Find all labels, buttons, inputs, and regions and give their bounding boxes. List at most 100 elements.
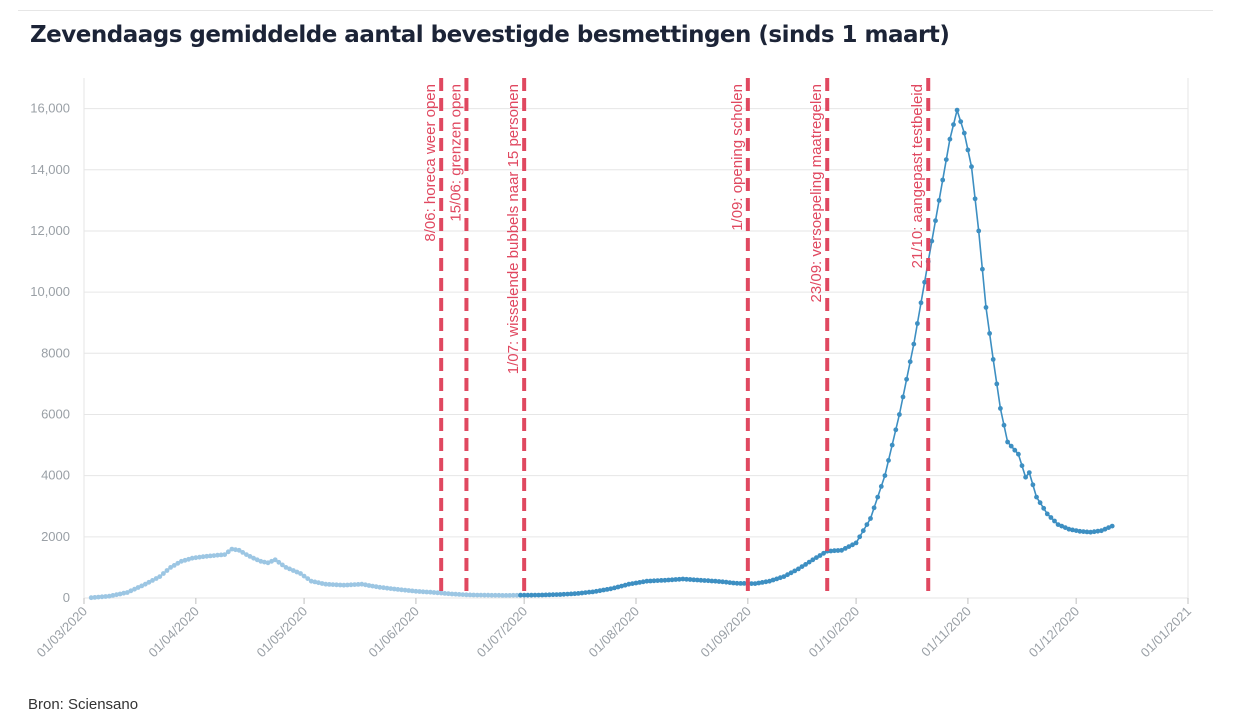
data-point: [330, 582, 336, 587]
data-point: [456, 592, 462, 597]
y-tick-label: 12,000: [30, 223, 70, 238]
data-point: [1102, 526, 1108, 532]
data-point: [229, 546, 235, 552]
data-point: [814, 555, 819, 560]
data-point: [262, 559, 267, 565]
data-point: [738, 581, 743, 586]
data-point: [1066, 526, 1072, 532]
data-point: [774, 576, 780, 582]
data-point: [532, 592, 538, 598]
x-tick-label: 01/04/2020: [145, 604, 202, 661]
data-point: [381, 585, 386, 591]
y-axis-ticks: 0 2000 4000 6000 8000 10,000 12,000 14,000 16,00…: [30, 101, 70, 605]
x-tick-label: 01/09/2020: [697, 604, 754, 661]
data-point: [759, 580, 765, 585]
data-point: [568, 591, 574, 597]
data-point: [832, 548, 837, 554]
data-point: [951, 122, 956, 127]
annotation-label: 1/07: wisselende bubbels naar 15 persone…: [505, 84, 522, 374]
data-point: [608, 586, 614, 592]
data-point: [929, 238, 935, 244]
data-point: [687, 577, 693, 582]
data-point: [388, 586, 394, 591]
data-point: [723, 579, 729, 585]
data-point: [727, 580, 733, 585]
x-tick-label: 01/06/2020: [365, 604, 422, 661]
data-point: [918, 300, 924, 306]
data-point: [153, 576, 159, 581]
data-point: [96, 594, 101, 600]
data-point: [99, 594, 105, 600]
data-point: [326, 582, 332, 587]
data-point: [431, 590, 437, 595]
data-point: [157, 574, 163, 579]
data-point: [1034, 494, 1039, 500]
data-point: [316, 580, 321, 586]
data-point: [1062, 525, 1068, 530]
data-point: [702, 578, 707, 583]
data-point: [1070, 527, 1075, 533]
data-point: [88, 595, 94, 601]
data-point: [236, 547, 242, 553]
data-point: [676, 576, 682, 582]
data-point: [197, 554, 202, 560]
data-point: [572, 591, 578, 597]
data-point: [741, 581, 747, 586]
data-point: [529, 592, 534, 598]
data-point: [460, 592, 466, 597]
data-point: [1052, 518, 1057, 524]
data-point: [478, 592, 484, 598]
data-point: [958, 119, 964, 124]
data-point: [705, 578, 711, 584]
data-point: [961, 130, 967, 136]
data-point: [305, 576, 311, 581]
data-point: [1081, 529, 1086, 534]
data-point: [211, 553, 217, 558]
data-point: [777, 575, 783, 581]
data-point: [200, 554, 206, 560]
data-point: [334, 582, 339, 588]
data-point: [363, 582, 368, 588]
data-point: [893, 427, 899, 433]
data-point: [182, 557, 188, 563]
data-point: [1023, 474, 1028, 480]
data-point: [907, 359, 913, 365]
data-point: [240, 550, 246, 555]
data-point: [128, 588, 134, 594]
data-point: [276, 559, 282, 565]
data-point: [857, 534, 863, 540]
data-point: [583, 590, 588, 595]
data-point: [294, 569, 300, 575]
data-point: [518, 592, 523, 598]
data-point: [500, 593, 505, 598]
data-point: [189, 555, 195, 561]
data-point: [1016, 451, 1021, 457]
data-point: [1037, 500, 1043, 506]
data-point: [601, 587, 606, 593]
annotation-label: 15/06: grenzen open: [447, 84, 464, 222]
data-point: [796, 566, 801, 572]
data-point: [648, 578, 653, 584]
data-point: [666, 577, 671, 583]
data-point: [590, 589, 596, 595]
data-point: [218, 552, 224, 558]
data-point: [399, 587, 404, 593]
y-tick-label: 10,000: [30, 284, 70, 299]
data-point: [983, 305, 989, 310]
data-point: [557, 592, 563, 597]
data-point: [287, 566, 292, 572]
data-point: [298, 571, 303, 576]
data-point: [561, 591, 567, 597]
data-point: [651, 578, 657, 584]
data-point: [662, 577, 668, 583]
data-point: [637, 580, 642, 585]
data-point: [204, 553, 210, 559]
data-point: [1084, 529, 1090, 535]
y-tick-label: 4000: [41, 468, 70, 483]
top-divider: [18, 10, 1213, 11]
y-tick-label: 2000: [41, 529, 70, 544]
data-point: [1044, 511, 1050, 517]
data-point: [366, 583, 372, 588]
x-tick-label: 01/03/2020: [33, 604, 90, 661]
